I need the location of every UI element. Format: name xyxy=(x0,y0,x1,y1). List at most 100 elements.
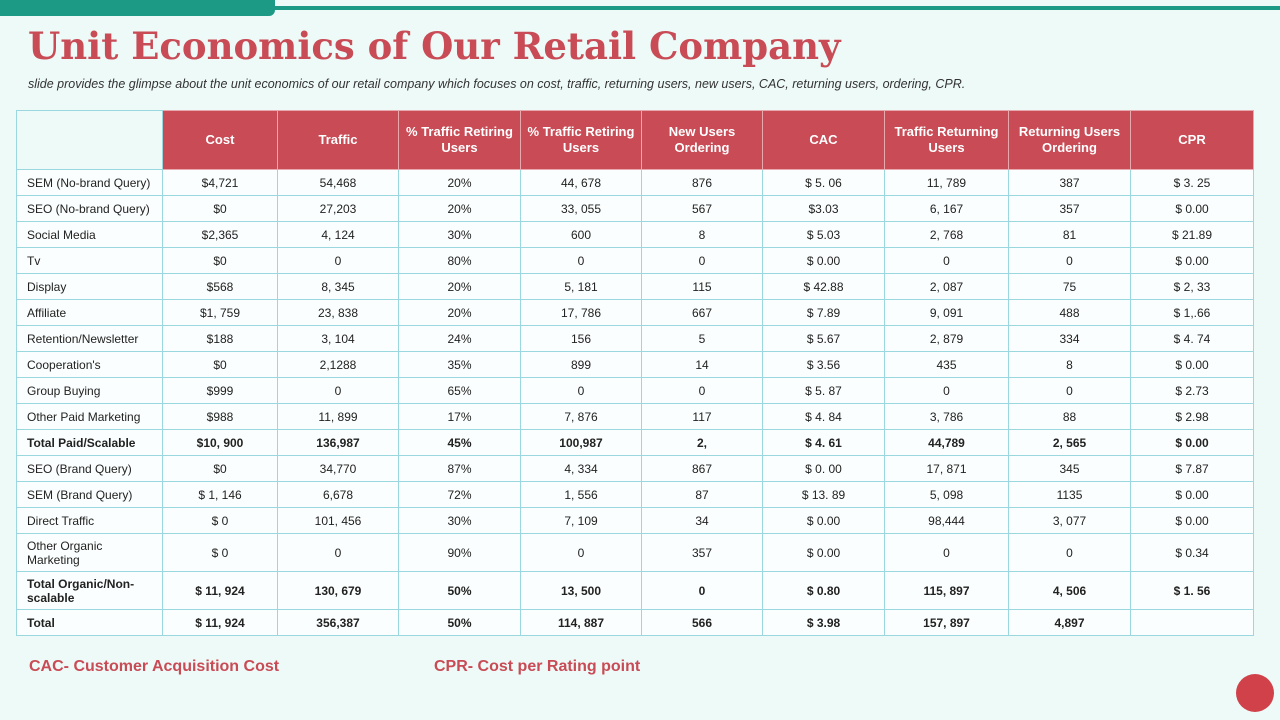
cell-cost: $1, 759 xyxy=(162,299,278,326)
cell-channel: Total Paid/Scalable xyxy=(16,429,163,456)
header-traffic-returning-users: Traffic Returning Users xyxy=(884,110,1009,170)
cell-cost: $2,365 xyxy=(162,221,278,248)
cell-traffic: 6,678 xyxy=(277,481,399,508)
cell-traffic: 3, 104 xyxy=(277,325,399,352)
cell-pct-traffic-retiring-users-b: 114, 887 xyxy=(520,609,642,636)
cell-cac: $ 13. 89 xyxy=(762,481,885,508)
header-cac: CAC xyxy=(762,110,885,170)
cell-channel: Affiliate xyxy=(16,299,163,326)
cell-pct-traffic-retiring-users-b: 1, 556 xyxy=(520,481,642,508)
cell-traffic-returning-users: 44,789 xyxy=(884,429,1009,456)
cell-cac: $ 0.80 xyxy=(762,571,885,610)
header-traffic: Traffic xyxy=(277,110,399,170)
cell-traffic: 136,987 xyxy=(277,429,399,456)
cell-returning-users-ordering: 488 xyxy=(1008,299,1131,326)
cell-cac: $ 0.00 xyxy=(762,533,885,572)
cell-traffic-returning-users: 98,444 xyxy=(884,507,1009,534)
cell-pct-traffic-retiring-users-b: 899 xyxy=(520,351,642,378)
cell-traffic-returning-users: 115, 897 xyxy=(884,571,1009,610)
cell-pct-traffic-retiring-users-a: 65% xyxy=(398,377,521,404)
cell-new-users-ordering: 357 xyxy=(641,533,763,572)
cell-pct-traffic-retiring-users-a: 50% xyxy=(398,571,521,610)
cell-cpr: $ 1. 56 xyxy=(1130,571,1254,610)
cell-cpr: $ 2.98 xyxy=(1130,403,1254,430)
cell-cpr: $ 2.73 xyxy=(1130,377,1254,404)
cell-returning-users-ordering: 334 xyxy=(1008,325,1131,352)
cell-channel: Display xyxy=(16,273,163,300)
cell-cac: $ 3.98 xyxy=(762,609,885,636)
cell-cpr: $ 0.00 xyxy=(1130,351,1254,378)
cell-pct-traffic-retiring-users-a: 90% xyxy=(398,533,521,572)
cell-pct-traffic-retiring-users-b: 5, 181 xyxy=(520,273,642,300)
cell-pct-traffic-retiring-users-b: 0 xyxy=(520,377,642,404)
cell-cost: $568 xyxy=(162,273,278,300)
cell-traffic: 27,203 xyxy=(277,195,399,222)
cell-channel: Tv xyxy=(16,247,163,274)
cell-new-users-ordering: 5 xyxy=(641,325,763,352)
cell-channel: Total Organic/Non-scalable xyxy=(16,571,163,610)
footnote-cac: CAC- Customer Acquisition Cost xyxy=(29,658,280,675)
cell-cac: $ 42.88 xyxy=(762,273,885,300)
cell-cac: $ 7.89 xyxy=(762,299,885,326)
cell-traffic-returning-users: 0 xyxy=(884,533,1009,572)
header-cpr: CPR xyxy=(1130,110,1254,170)
unit-economics-table: Cost Traffic % Traffic Retiring Users % … xyxy=(16,110,1254,636)
cell-pct-traffic-retiring-users-a: 17% xyxy=(398,403,521,430)
cell-cac: $ 5. 87 xyxy=(762,377,885,404)
cell-traffic: 4, 124 xyxy=(277,221,399,248)
cell-traffic: 54,468 xyxy=(277,169,399,196)
table-row: Tv $0 0 80% 0 0 $ 0.00 0 0 $ 0.00 xyxy=(16,247,1254,274)
table-row: Display $568 8, 345 20% 5, 181 115 $ 42.88 2, 0… xyxy=(16,273,1254,300)
cell-cost: $988 xyxy=(162,403,278,430)
cell-pct-traffic-retiring-users-a: 24% xyxy=(398,325,521,352)
header-new-users-ordering: New Users Ordering xyxy=(641,110,763,170)
cell-cac: $ 5. 06 xyxy=(762,169,885,196)
cell-cpr: $ 4. 74 xyxy=(1130,325,1254,352)
cell-cost: $ 0 xyxy=(162,507,278,534)
cell-returning-users-ordering: 0 xyxy=(1008,533,1131,572)
cell-returning-users-ordering: 8 xyxy=(1008,351,1131,378)
cell-cpr: $ 21.89 xyxy=(1130,221,1254,248)
cell-channel: Social Media xyxy=(16,221,163,248)
cell-returning-users-ordering: 357 xyxy=(1008,195,1131,222)
cell-cac: $3.03 xyxy=(762,195,885,222)
table-row: Cooperation's $0 2,1288 35% 899 14 $ 3.56 435 8 $… xyxy=(16,351,1254,378)
cell-cac: $ 0. 00 xyxy=(762,455,885,482)
cell-new-users-ordering: 14 xyxy=(641,351,763,378)
cell-traffic-returning-users: 2, 879 xyxy=(884,325,1009,352)
cell-pct-traffic-retiring-users-b: 600 xyxy=(520,221,642,248)
cell-pct-traffic-retiring-users-a: 35% xyxy=(398,351,521,378)
cell-channel: SEM (No-brand Query) xyxy=(16,169,163,196)
cell-new-users-ordering: 115 xyxy=(641,273,763,300)
cell-traffic: 356,387 xyxy=(277,609,399,636)
cell-cost: $ 11, 924 xyxy=(162,609,278,636)
cell-cost: $999 xyxy=(162,377,278,404)
cell-cpr: $ 7.87 xyxy=(1130,455,1254,482)
cell-new-users-ordering: 0 xyxy=(641,377,763,404)
cell-pct-traffic-retiring-users-a: 20% xyxy=(398,273,521,300)
cell-traffic-returning-users: 5, 098 xyxy=(884,481,1009,508)
cell-traffic: 0 xyxy=(277,247,399,274)
cell-traffic-returning-users: 0 xyxy=(884,377,1009,404)
cell-pct-traffic-retiring-users-b: 100,987 xyxy=(520,429,642,456)
cell-traffic-returning-users: 2, 087 xyxy=(884,273,1009,300)
cell-new-users-ordering: 87 xyxy=(641,481,763,508)
top-accent-bar xyxy=(0,0,275,16)
table-row: Direct Traffic $ 0 101, 456 30% 7, 109 34 $ 0.… xyxy=(16,507,1254,534)
cell-cpr: $ 0.00 xyxy=(1130,247,1254,274)
cell-cost: $ 11, 924 xyxy=(162,571,278,610)
cell-cpr: $ 3. 25 xyxy=(1130,169,1254,196)
cell-traffic-returning-users: 17, 871 xyxy=(884,455,1009,482)
cell-pct-traffic-retiring-users-a: 50% xyxy=(398,609,521,636)
cell-cost: $0 xyxy=(162,247,278,274)
cell-traffic-returning-users: 6, 167 xyxy=(884,195,1009,222)
table-body: SEM (No-brand Query) $4,721 54,468 20% 44, 6… xyxy=(16,169,1254,636)
cell-channel: Direct Traffic xyxy=(16,507,163,534)
cell-traffic: 0 xyxy=(277,377,399,404)
table-row: Total Organic/Non-scalable $ 11, 924 130, … xyxy=(16,571,1254,610)
cell-returning-users-ordering: 3, 077 xyxy=(1008,507,1131,534)
cell-cpr: $ 0.00 xyxy=(1130,429,1254,456)
top-accent-line xyxy=(275,6,1280,10)
cell-returning-users-ordering: 0 xyxy=(1008,247,1131,274)
cell-cac: $ 0.00 xyxy=(762,507,885,534)
